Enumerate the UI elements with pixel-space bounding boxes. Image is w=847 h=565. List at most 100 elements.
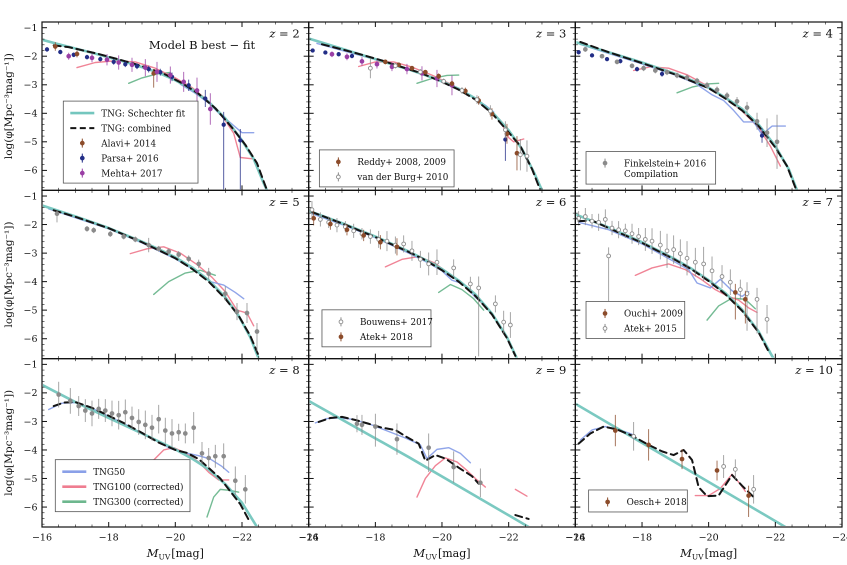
data-point — [679, 456, 685, 462]
data-point — [89, 55, 95, 61]
legend-box — [585, 301, 686, 339]
scatter-gray — [576, 208, 770, 334]
data-point — [612, 428, 618, 433]
legend-label: Mehta+ 2017 — [101, 169, 162, 179]
curve-combined — [52, 401, 252, 524]
data-point — [401, 241, 407, 247]
data-point — [394, 244, 400, 250]
legend: Oesch+ 2018 — [588, 489, 688, 513]
data-point — [634, 66, 640, 72]
panel-redshift-label: z = 6 — [535, 195, 566, 209]
data-point — [629, 63, 635, 69]
data-point — [58, 49, 63, 55]
data-point — [82, 408, 88, 413]
panel-redshift-label: z = 2 — [268, 27, 299, 41]
panel-frame — [574, 358, 843, 528]
legend: Bouwens+ 2017 Atek+ 2018 — [321, 309, 433, 348]
data-point — [734, 98, 740, 104]
data-point — [154, 69, 160, 75]
data-point — [641, 65, 646, 71]
data-point — [222, 291, 228, 296]
data-point — [66, 53, 72, 59]
x-tick-label: −18 — [632, 533, 652, 544]
x-tick-label: −22 — [765, 533, 785, 544]
data-point — [493, 301, 498, 307]
y-tick-label: −1 — [23, 191, 37, 202]
legend-label: Bouwens+ 2017 — [360, 318, 433, 328]
data-point — [503, 127, 508, 133]
data-point — [54, 211, 60, 217]
data-point — [737, 287, 743, 292]
data-point — [149, 425, 155, 431]
data-point — [186, 256, 192, 262]
data-point — [142, 422, 148, 428]
legend-label: TNG50 — [93, 468, 125, 478]
panel-redshift-label: z = 4 — [802, 27, 833, 41]
scatter-gray — [582, 47, 780, 169]
data-point — [221, 122, 226, 127]
data-point — [383, 59, 388, 65]
data-point — [191, 425, 197, 431]
curve-combined — [52, 209, 260, 357]
data-point — [576, 215, 581, 221]
data-point — [238, 138, 243, 143]
data-point — [109, 411, 115, 416]
data-point — [329, 51, 335, 57]
data-point — [176, 429, 182, 435]
data-point — [207, 106, 213, 112]
scatter-brown — [52, 42, 157, 88]
data-point — [418, 256, 423, 262]
data-point — [602, 217, 608, 222]
legend: TNG: Schechter fit TNG: combined Alavi+ 20… — [62, 100, 199, 184]
x-axis-label: MUV[mag] — [679, 546, 737, 562]
data-point — [111, 59, 116, 65]
data-point — [136, 419, 142, 425]
curve-tng100_2 — [514, 488, 528, 497]
data-point — [394, 436, 400, 442]
curves-layer — [43, 204, 260, 358]
y-tick-label: −3 — [23, 417, 37, 428]
data-point — [714, 87, 720, 93]
y-axis-label: log(φ[Mpc⁻³mag⁻¹]) — [3, 390, 15, 496]
data-point — [323, 50, 328, 55]
data-point — [351, 228, 357, 234]
data-point — [582, 214, 588, 219]
scatter-brown — [732, 283, 748, 324]
legend-marker-sample — [79, 170, 85, 176]
data-point — [310, 48, 315, 53]
data-point — [709, 268, 715, 274]
data-point — [732, 290, 738, 295]
data-point — [746, 493, 751, 498]
data-point — [677, 251, 683, 256]
legend-marker-sample — [602, 311, 608, 316]
data-point — [664, 248, 670, 254]
data-point — [196, 261, 202, 267]
curve-combined — [52, 44, 268, 190]
data-point — [107, 231, 113, 237]
data-point — [426, 445, 432, 451]
x-tick-label: −24 — [299, 533, 319, 544]
x-tick-label: −16 — [299, 533, 319, 544]
data-point — [361, 233, 367, 238]
data-point — [194, 88, 200, 93]
data-point — [576, 50, 581, 55]
legend-label: Parsa+ 2016 — [101, 154, 159, 164]
data-point — [311, 215, 317, 221]
data-point — [102, 408, 108, 413]
curves-layer — [576, 40, 799, 190]
data-point — [742, 296, 748, 302]
x-tick-label: −18 — [365, 533, 385, 544]
data-point — [334, 222, 340, 228]
data-point — [476, 285, 482, 291]
data-point — [121, 234, 127, 239]
data-point — [701, 261, 706, 267]
scatter-gray — [368, 58, 530, 172]
data-point — [142, 65, 148, 70]
legend-label: Ouchi+ 2009 — [624, 310, 683, 320]
data-point — [186, 83, 191, 88]
data-point — [344, 54, 350, 60]
y-tick-label: −6 — [23, 502, 37, 513]
data-point — [167, 72, 173, 78]
